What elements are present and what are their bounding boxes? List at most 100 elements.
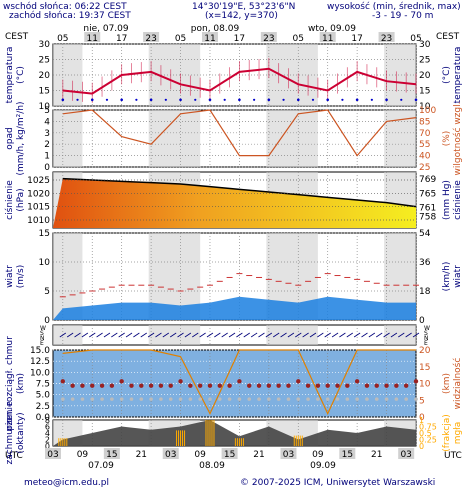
dewpoint-point xyxy=(267,98,271,102)
cloud-layer-dot xyxy=(325,397,330,401)
cloud-layer-dot xyxy=(413,379,419,384)
cloud-layer-dot xyxy=(188,383,193,388)
cloud-layer-dot xyxy=(354,379,360,384)
cloud-layer-dot xyxy=(256,383,262,388)
cloud-layer-dot xyxy=(217,383,222,388)
ytick-precip-left: 5 xyxy=(44,106,50,116)
ytick-temp-right: 20 xyxy=(419,71,431,81)
footer-email[interactable]: meteo@icm.edu.pl xyxy=(24,478,109,488)
cloud-layer-dot xyxy=(178,379,183,384)
night-band xyxy=(384,325,416,345)
hour-bg-bottom xyxy=(398,448,415,459)
panel-4 xyxy=(52,324,417,346)
cloud-layer-dot xyxy=(296,397,301,401)
cloud-layer-dot xyxy=(306,397,310,401)
hour-label-bottom: 15 xyxy=(342,450,353,460)
cloud-layer-dot xyxy=(404,397,408,401)
precip-axis-label-left: opad xyxy=(5,127,15,149)
temp-axis-unit-left: (°C) xyxy=(16,66,26,84)
wind-arrow xyxy=(383,332,390,338)
wind-arrow xyxy=(103,332,111,338)
cloud-layer-dot xyxy=(61,397,65,401)
hour-label-top: 17 xyxy=(116,34,127,44)
wind-arrow xyxy=(346,332,353,338)
hour-bg-top xyxy=(319,32,336,42)
ytick-temp-left: 25 xyxy=(39,56,50,66)
wind-arrow xyxy=(250,332,258,338)
cloud-layer-dot xyxy=(109,383,115,388)
sunrise-text: wschód słońca: 06:22 CEST xyxy=(3,2,127,12)
cloud-layer-dot xyxy=(119,397,124,401)
hour-label-bottom: 21 xyxy=(253,450,264,460)
cloud-layer-dot xyxy=(355,397,359,401)
dewpoint-point xyxy=(194,98,197,101)
hour-label-top: 23 xyxy=(145,34,156,44)
hour-bg-bottom xyxy=(221,448,238,459)
hour-label-bottom: 15 xyxy=(224,450,235,460)
ytick-visibility-right: 15 xyxy=(419,363,430,373)
ytick-precip-left: 4 xyxy=(44,117,50,127)
utc-left: UTC xyxy=(5,451,23,461)
visibility-axis-label-right: widzialność xyxy=(452,358,463,410)
ytick-pressure-left: 1020 xyxy=(27,189,50,199)
wind-arrow xyxy=(96,332,103,338)
wind-dir-label-left: W xyxy=(40,325,46,332)
cloud-layer-dot xyxy=(286,383,291,388)
cloud-layer-dot xyxy=(257,397,261,401)
cloud-layer-dot xyxy=(227,397,232,401)
ytick-precip-left: 0 xyxy=(44,163,50,173)
wind-arrow xyxy=(125,332,133,338)
cloud-layer-dot xyxy=(276,397,281,401)
cloud-layer-dot xyxy=(90,397,95,401)
timezone-right: CEST xyxy=(436,32,460,42)
utc-right: UTC xyxy=(444,451,462,461)
wind-arrow xyxy=(140,332,147,338)
pressure-axis-unit-left: (hPa) xyxy=(16,188,26,211)
cloud-layer-dot xyxy=(286,397,291,401)
visibility-line xyxy=(62,349,416,416)
cloud-layer-dot xyxy=(99,383,105,388)
hour-label-top: 11 xyxy=(204,34,215,44)
cloud-layer-dot xyxy=(149,397,153,401)
ytick-pressure-left: 1010 xyxy=(27,216,50,226)
cloud-layer-dot xyxy=(207,383,213,388)
ytick-temp-right: 10 xyxy=(419,102,431,112)
day-label-bottom: 08.09 xyxy=(199,461,225,471)
cloud-layer-dot xyxy=(80,397,85,401)
dewpoint-point xyxy=(370,98,373,101)
night-band xyxy=(53,110,83,167)
wind-dir-label-right: W xyxy=(424,325,430,332)
cloud-layer-dot xyxy=(159,397,163,401)
hour-bg-bottom xyxy=(103,448,120,459)
ytick-cloudcover-left: 0 xyxy=(45,442,50,451)
cloud-layer-dot xyxy=(158,383,164,388)
pressure-axis-label-left: ciśnienie xyxy=(4,180,15,220)
pressure-line xyxy=(62,177,417,208)
ytick-precip-left: 3 xyxy=(44,129,50,139)
wind-arrow xyxy=(265,332,273,338)
dewpoint-point xyxy=(355,98,359,102)
cloud-layer-dot xyxy=(247,397,252,401)
cloud-layer-dot xyxy=(247,383,252,388)
ytick-precip-left: 2 xyxy=(44,140,50,150)
cloud-layer-dot xyxy=(110,397,114,401)
wind-dir-label-left: S xyxy=(40,330,44,337)
wind-dir-label-right: N xyxy=(424,335,429,342)
hour-label-bottom: 03 xyxy=(283,450,294,460)
wind-arrow xyxy=(118,332,125,338)
pressure-axis-label-right: ciśnienie xyxy=(452,180,463,220)
cloud-layer-dot xyxy=(139,383,144,388)
hour-label-bottom: 09 xyxy=(77,450,89,460)
cloud-layer-dot xyxy=(237,379,242,384)
day-label-top: wto, 09.09 xyxy=(308,24,356,34)
cloud-layer-dot xyxy=(139,397,144,401)
night-band xyxy=(266,110,318,167)
hour-label-bottom: 03 xyxy=(47,450,58,460)
wind-arrow xyxy=(302,332,309,338)
cloud-layer-dot xyxy=(394,383,399,388)
wind-dir-label-left: E xyxy=(40,340,44,347)
temp-axis-label-left: temperatura xyxy=(5,47,15,104)
ytick-wind-left: 10 xyxy=(39,258,51,268)
ytick-fog-right: 0.75 xyxy=(419,423,437,432)
